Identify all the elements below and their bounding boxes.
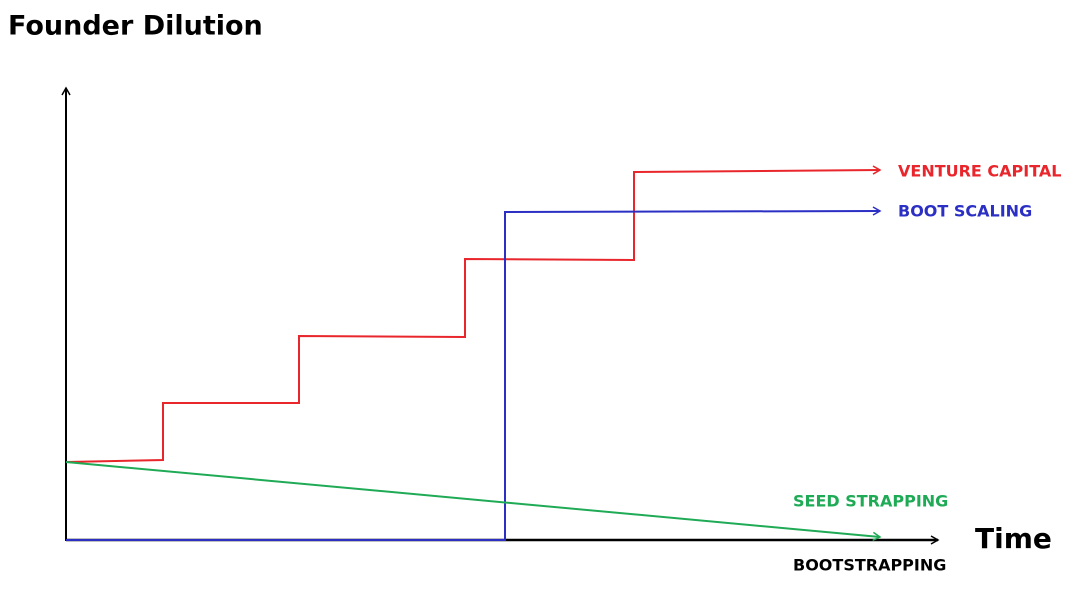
title: Founder Dilution xyxy=(8,11,263,42)
boot-scaling-line xyxy=(66,206,882,541)
venture-capital-line xyxy=(65,165,882,463)
x-axis-label: Time xyxy=(975,522,1052,555)
line-label: BOOTSTRAPPING xyxy=(793,556,946,575)
seed-strapping-line xyxy=(65,461,882,542)
line-label: VENTURE CAPITAL xyxy=(898,162,1061,181)
line-label: SEED STRAPPING xyxy=(793,492,948,511)
line-label: BOOT SCALING xyxy=(898,202,1032,221)
